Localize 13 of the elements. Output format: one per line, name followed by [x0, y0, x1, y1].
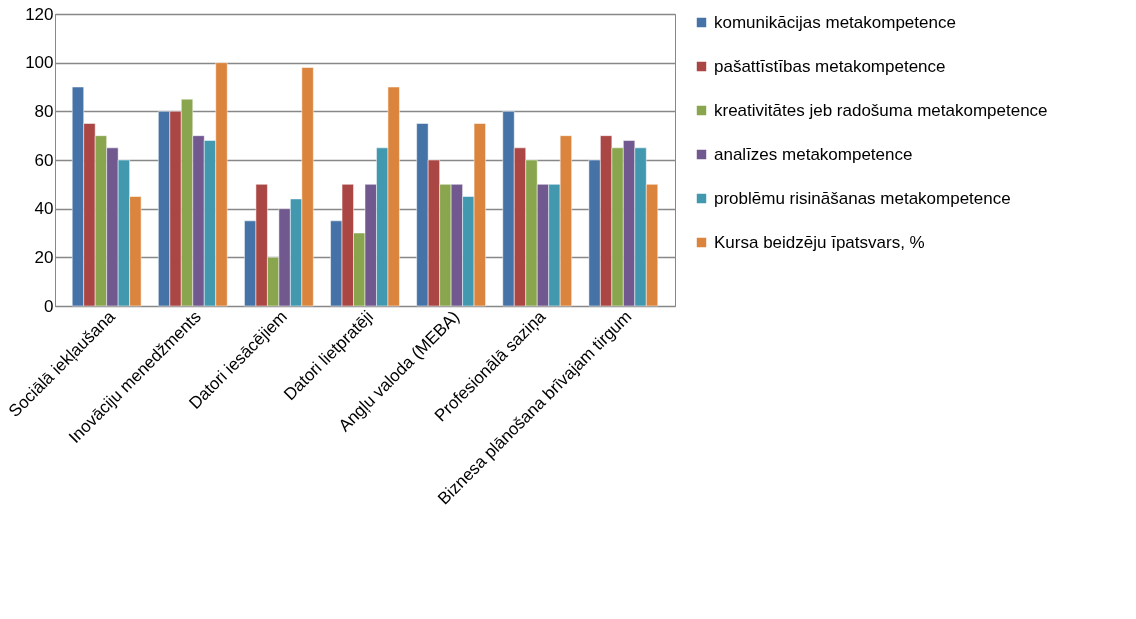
legend-label: problēmu risināšanas metakompetence: [714, 188, 1011, 208]
y-tick-label: 60: [34, 150, 54, 170]
y-tick-label: 20: [34, 247, 54, 267]
legend-label: kreativitātes jeb radošuma metakompetence: [714, 100, 1048, 120]
legend-label: komunikācijas metakompetence: [714, 12, 956, 32]
y-tick-label: 80: [34, 101, 54, 121]
y-tick-label: 120: [25, 4, 54, 24]
y-tick-label: 40: [34, 199, 54, 219]
y-tick-label: 0: [44, 296, 54, 316]
legend-label: analīzes metakompetence: [714, 144, 913, 164]
legend-label: Kursa beidzēju īpatsvars, %: [714, 232, 925, 252]
y-tick-label: 100: [25, 53, 54, 73]
legend-label: pašattīstības metakompetence: [714, 56, 946, 76]
